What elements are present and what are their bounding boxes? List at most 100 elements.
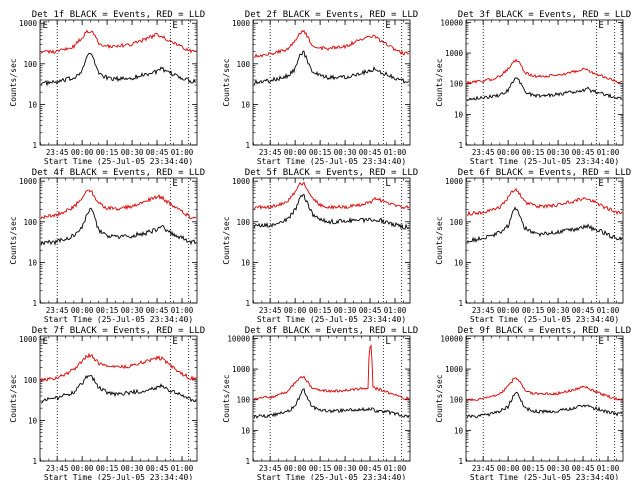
y-tick-label: 1 (458, 141, 463, 150)
x-tick-label: 00:15 (96, 464, 119, 473)
y-tick-label: 1 (245, 141, 250, 150)
x-tick-label: 23:45 (472, 148, 495, 157)
x-tick-label: 00:30 (334, 148, 357, 157)
x-axis-label: Start Time (25-Jul-05 23:34:40) (470, 315, 619, 324)
y-tick-label: 1 (458, 457, 463, 466)
x-tick-label: 00:30 (547, 148, 570, 157)
y-tick-label: 1000 (445, 49, 464, 58)
x-axis-label: Start Time (25-Jul-05 23:34:40) (44, 315, 193, 324)
x-tick-label: 00:00 (284, 464, 307, 473)
y-tick-label: 10 (454, 110, 464, 119)
event-marker: E (43, 337, 48, 347)
x-tick-label: 00:15 (309, 306, 332, 315)
x-tick-label: 23:45 (472, 464, 495, 473)
x-axis-label: Start Time (25-Jul-05 23:34:40) (44, 157, 193, 166)
y-tick-label: 10 (454, 426, 464, 435)
events-series-line (40, 207, 197, 246)
event-marker: E (598, 179, 603, 189)
y-axis-label: Counts/sec (9, 216, 18, 264)
lld-series-line (466, 377, 623, 402)
y-tick-label: 1 (245, 457, 250, 466)
event-marker: E (598, 337, 603, 347)
x-tick-label: 00:45 (146, 464, 169, 473)
panel-title: Det 8f BLACK = Events, RED = LLD (245, 326, 418, 336)
x-tick-label: 00:30 (334, 464, 357, 473)
y-tick-label: 1000 (19, 335, 38, 344)
x-tick-label: 00:00 (71, 148, 94, 157)
x-tick-label: 23:45 (259, 148, 282, 157)
panel-title: Det 7f BLACK = Events, RED = LLD (32, 326, 205, 336)
x-tick-label: 00:30 (121, 306, 144, 315)
y-tick-label: 10 (241, 258, 251, 267)
x-tick-label: 00:30 (547, 306, 570, 315)
y-axis-label: Counts/sec (222, 374, 231, 422)
x-tick-label: 00:45 (359, 464, 382, 473)
lld-series-line (40, 189, 197, 220)
y-tick-label: 100 (449, 396, 463, 405)
events-series-line (466, 77, 623, 101)
x-axis-label: Start Time (25-Jul-05 23:34:40) (257, 157, 406, 166)
x-tick-label: 00:30 (334, 306, 357, 315)
events-series-line (40, 52, 197, 87)
lld-series-line (40, 29, 197, 55)
x-tick-label: 01:00 (171, 148, 194, 157)
y-tick-label: 10 (28, 100, 38, 109)
events-series-line (466, 206, 623, 243)
x-axis-label: Start Time (25-Jul-05 23:34:40) (470, 473, 619, 480)
plot-frame (252, 19, 411, 146)
event-marker: E (385, 21, 390, 31)
y-tick-label: 1000 (445, 177, 464, 186)
y-tick-label: 100 (236, 60, 250, 69)
x-tick-label: 01:00 (171, 306, 194, 315)
plot-frame (465, 177, 624, 304)
y-tick-label: 1 (32, 141, 37, 150)
x-tick-label: 01:00 (597, 464, 620, 473)
lld-series-line (253, 181, 410, 211)
x-tick-label: 23:45 (46, 464, 69, 473)
x-tick-label: 00:00 (284, 148, 307, 157)
lld-series-line (466, 188, 623, 216)
events-series-line (253, 388, 410, 419)
x-tick-label: 00:15 (522, 148, 545, 157)
y-tick-label: 1 (32, 457, 37, 466)
events-series-line (40, 375, 197, 404)
y-axis-label: Counts/sec (222, 216, 231, 264)
x-tick-label: 00:45 (572, 464, 595, 473)
y-tick-label: 100 (23, 218, 37, 227)
plot-frame (252, 335, 411, 462)
plot-frame (39, 335, 198, 462)
x-tick-label: 00:15 (309, 148, 332, 157)
x-tick-label: 00:00 (497, 464, 520, 473)
x-tick-label: 00:45 (572, 306, 595, 315)
y-axis-label: Counts/sec (435, 374, 444, 422)
x-axis-label: Start Time (25-Jul-05 23:34:40) (44, 473, 193, 480)
x-tick-label: 00:00 (497, 148, 520, 157)
plot-frame (252, 177, 411, 304)
x-axis-label: Start Time (25-Jul-05 23:34:40) (257, 473, 406, 480)
plot-frame (465, 19, 624, 146)
y-tick-label: 10 (28, 416, 38, 425)
events-series-line (466, 391, 623, 419)
event-marker: E (172, 179, 177, 189)
y-tick-label: 10 (454, 258, 464, 267)
y-tick-label: 100 (449, 80, 463, 89)
y-axis-label: Counts/sec (222, 58, 231, 106)
x-tick-label: 01:00 (597, 148, 620, 157)
x-tick-label: 00:15 (309, 464, 332, 473)
y-tick-label: 1000 (19, 19, 38, 28)
y-tick-label: 100 (23, 60, 37, 69)
x-tick-label: 00:00 (284, 306, 307, 315)
lld-series-line (253, 344, 410, 401)
plot-frame (39, 19, 198, 146)
y-tick-label: 1 (32, 299, 37, 308)
y-tick-label: 10000 (440, 334, 463, 343)
x-tick-label: 00:15 (522, 306, 545, 315)
x-tick-label: 00:45 (146, 306, 169, 315)
